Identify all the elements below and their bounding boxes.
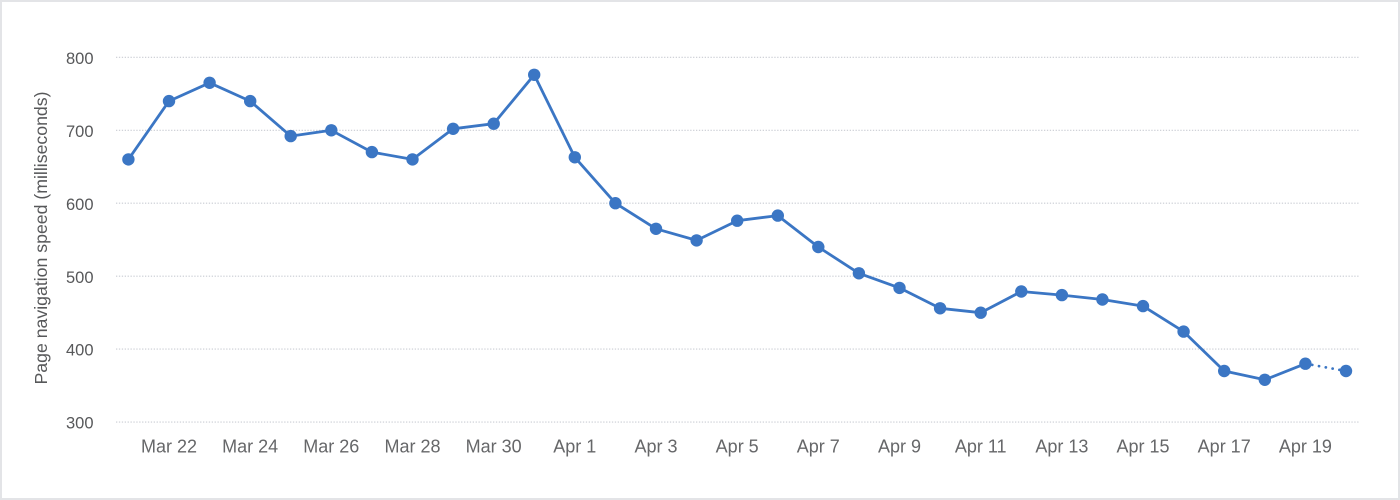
svg-text:500: 500 [66, 269, 94, 287]
svg-text:300: 300 [66, 415, 94, 433]
svg-text:Apr 7: Apr 7 [797, 437, 840, 457]
svg-text:Mar 24: Mar 24 [222, 437, 278, 457]
svg-text:Apr 19: Apr 19 [1279, 437, 1332, 457]
svg-text:Page navigation speed (millise: Page navigation speed (milliseconds) [31, 92, 51, 385]
svg-text:Mar 22: Mar 22 [141, 437, 197, 457]
svg-text:Mar 26: Mar 26 [303, 437, 359, 457]
svg-text:Apr 15: Apr 15 [1116, 437, 1169, 457]
svg-text:Apr 5: Apr 5 [716, 437, 759, 457]
svg-text:Apr 17: Apr 17 [1198, 437, 1251, 457]
svg-text:Apr 11: Apr 11 [955, 437, 1007, 457]
svg-text:800: 800 [66, 50, 94, 68]
svg-text:400: 400 [66, 342, 94, 360]
svg-text:Apr 13: Apr 13 [1035, 437, 1088, 457]
svg-text:Mar 28: Mar 28 [384, 437, 440, 457]
svg-text:Apr 1: Apr 1 [553, 437, 596, 457]
svg-text:Apr 3: Apr 3 [634, 437, 677, 457]
svg-text:Mar 30: Mar 30 [466, 437, 522, 457]
svg-text:Apr 9: Apr 9 [878, 437, 921, 457]
svg-text:600: 600 [66, 196, 94, 214]
svg-text:700: 700 [66, 123, 94, 141]
